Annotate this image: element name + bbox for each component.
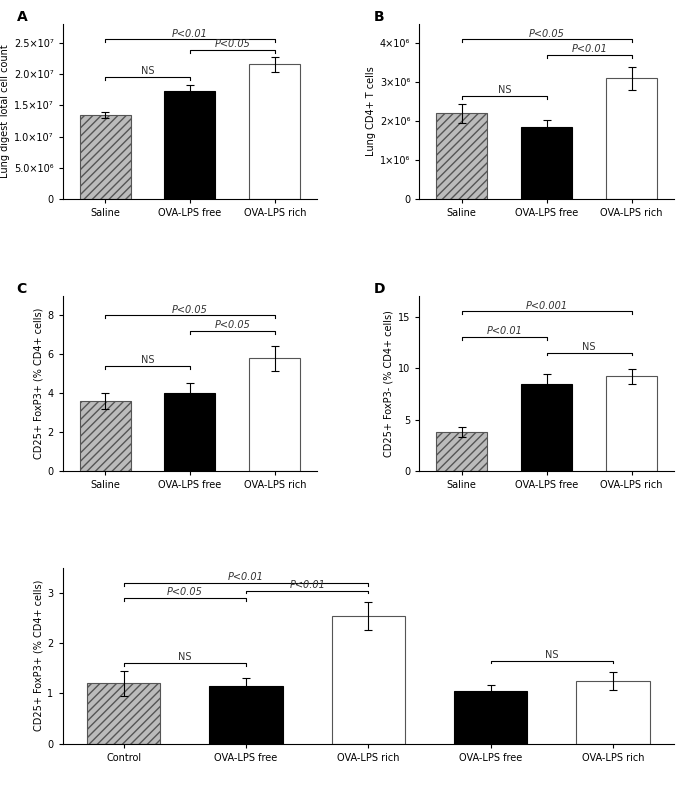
Bar [79,401,131,471]
Text: C: C [17,282,27,296]
Y-axis label: CD25+ FoxP3+ (% CD4+ cells): CD25+ FoxP3+ (% CD4+ cells) [33,308,43,460]
Text: P<0.01: P<0.01 [571,44,607,54]
Bar [250,65,300,199]
Bar [79,115,131,199]
Text: B: B [373,9,384,24]
Text: P<0.01: P<0.01 [172,28,208,39]
Text: P<0.01: P<0.01 [486,327,522,336]
Bar [606,78,657,199]
Text: P<0.05: P<0.05 [172,305,208,315]
Bar [576,681,650,744]
Bar [606,377,657,471]
Bar [521,127,572,199]
Bar [521,384,572,471]
Bar [436,432,487,471]
Text: P<0.05: P<0.05 [529,28,564,39]
Y-axis label: Lung digest Total cell count: Lung digest Total cell count [0,44,10,179]
Bar [209,686,283,744]
Text: NS: NS [545,650,559,660]
Bar [165,393,215,471]
Text: D: D [373,282,385,296]
Text: NS: NS [498,85,511,95]
Text: P<0.05: P<0.05 [215,320,250,330]
Bar [165,92,215,199]
Text: NS: NS [141,66,154,76]
Text: P<0.01: P<0.01 [228,572,264,582]
Text: P<0.05: P<0.05 [167,587,203,597]
Text: NS: NS [582,342,596,352]
Bar [454,691,528,744]
Text: A: A [17,9,27,24]
Y-axis label: Lung CD4+ T cells: Lung CD4+ T cells [366,66,375,157]
Y-axis label: CD25+ FoxP3- (% CD4+ cells): CD25+ FoxP3- (% CD4+ cells) [384,310,394,457]
Bar [332,615,405,744]
Y-axis label: CD25+ FoxP3+ (% CD4+ cells): CD25+ FoxP3+ (% CD4+ cells) [33,580,43,732]
Text: P<0.01: P<0.01 [289,580,325,590]
Text: NS: NS [141,355,154,365]
Text: P<0.001: P<0.001 [525,301,568,311]
Bar [250,358,300,471]
Text: NS: NS [178,653,192,663]
Bar [436,113,487,199]
Text: P<0.05: P<0.05 [215,40,250,49]
Bar [87,683,161,744]
